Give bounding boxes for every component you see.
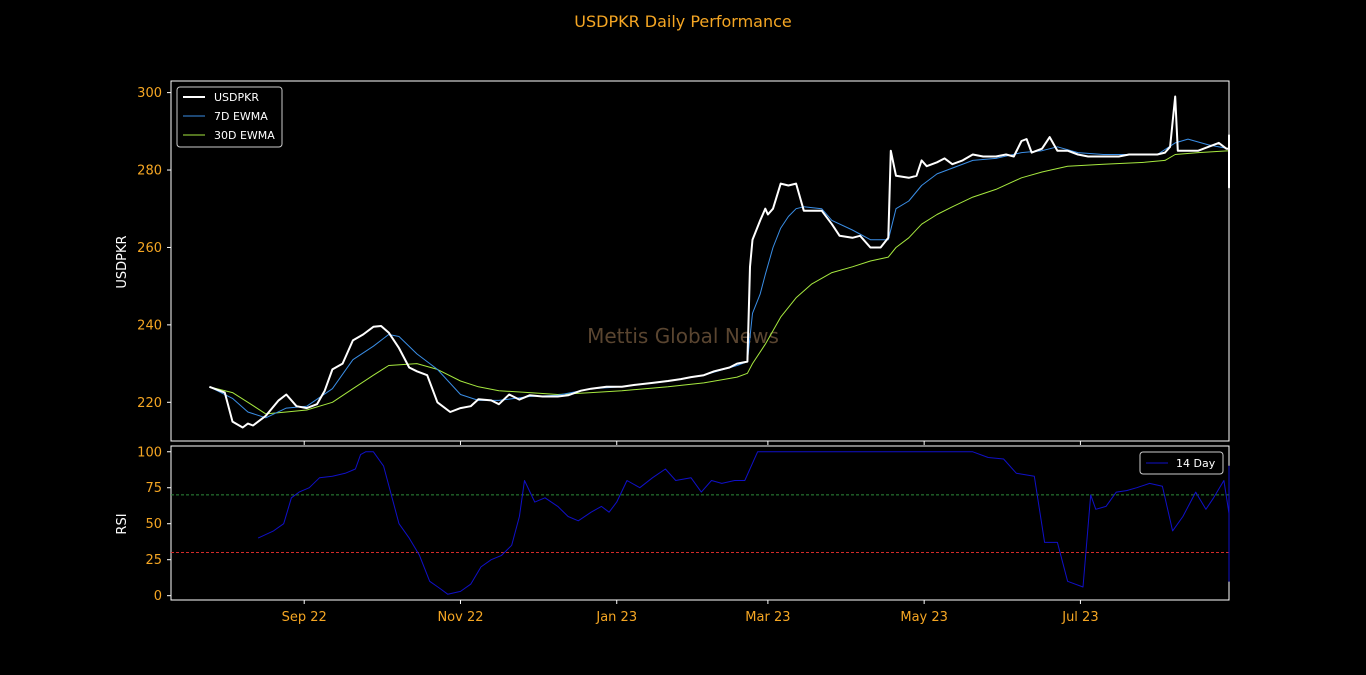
- rsi-y-tick-label: 0: [154, 589, 162, 604]
- legend-label-14-day: 14 Day: [1176, 457, 1216, 470]
- price-series-line-7d-ewma: [209, 138, 1230, 419]
- rsi-y-axis-label: RSI: [115, 513, 130, 534]
- price-y-tick-label: 300: [137, 86, 162, 101]
- rsi-x-tick-label: Nov 22: [437, 610, 483, 625]
- rsi-legend[interactable]: 14 Day: [1139, 451, 1224, 475]
- price-y-axis-label: USDPKR: [115, 235, 130, 288]
- rsi-y-tick-label: 75: [145, 481, 162, 496]
- rsi-y-tick-label: 100: [137, 445, 162, 460]
- price-series-group: [209, 95, 1230, 429]
- legend-label-7d-ewma: 7D EWMA: [214, 110, 268, 123]
- rsi-x-axis: Sep 22 Nov 22 Jan 23 Mar 23 May 23 Jul 23: [282, 600, 1099, 625]
- rsi-reference-lines: [171, 494, 1229, 554]
- price-legend[interactable]: USDPKR 7D EWMA 30D EWMA: [176, 86, 283, 148]
- rsi-x-tick-label: Sep 22: [282, 610, 327, 625]
- chart-title: USDPKR Daily Performance: [574, 12, 792, 31]
- legend-label-usdpkr: USDPKR: [214, 91, 259, 104]
- rsi-series-line-14-day: [257, 451, 1230, 595]
- rsi-x-tick-label: May 23: [900, 610, 948, 625]
- rsi-series-group: [257, 451, 1230, 595]
- price-y-tick-label: 260: [137, 241, 162, 256]
- price-y-tick-label: 280: [137, 164, 162, 179]
- rsi-y-axis: 0 25 50 75 100: [137, 445, 171, 604]
- price-series-line-usdpkr: [209, 95, 1230, 429]
- rsi-legend-box: [1139, 451, 1224, 475]
- rsi-x-tick-label: Mar 23: [745, 610, 790, 625]
- rsi-plot-frame: [170, 445, 1230, 601]
- price-y-tick-label: 220: [137, 396, 162, 411]
- price-x-axis: [303, 441, 1081, 445]
- price-y-axis: 220 240 260 280 300: [137, 86, 171, 411]
- price-legend-box: [176, 86, 283, 148]
- rsi-y-tick-label: 50: [145, 517, 162, 532]
- rsi-x-tick-label: Jul 23: [1061, 610, 1098, 625]
- rsi-y-tick-label: 25: [145, 553, 162, 568]
- rsi-x-tick-label: Jan 23: [595, 610, 637, 625]
- price-plot-frame: [170, 80, 1230, 442]
- legend-label-30d-ewma: 30D EWMA: [214, 129, 275, 142]
- price-y-tick-label: 240: [137, 318, 162, 333]
